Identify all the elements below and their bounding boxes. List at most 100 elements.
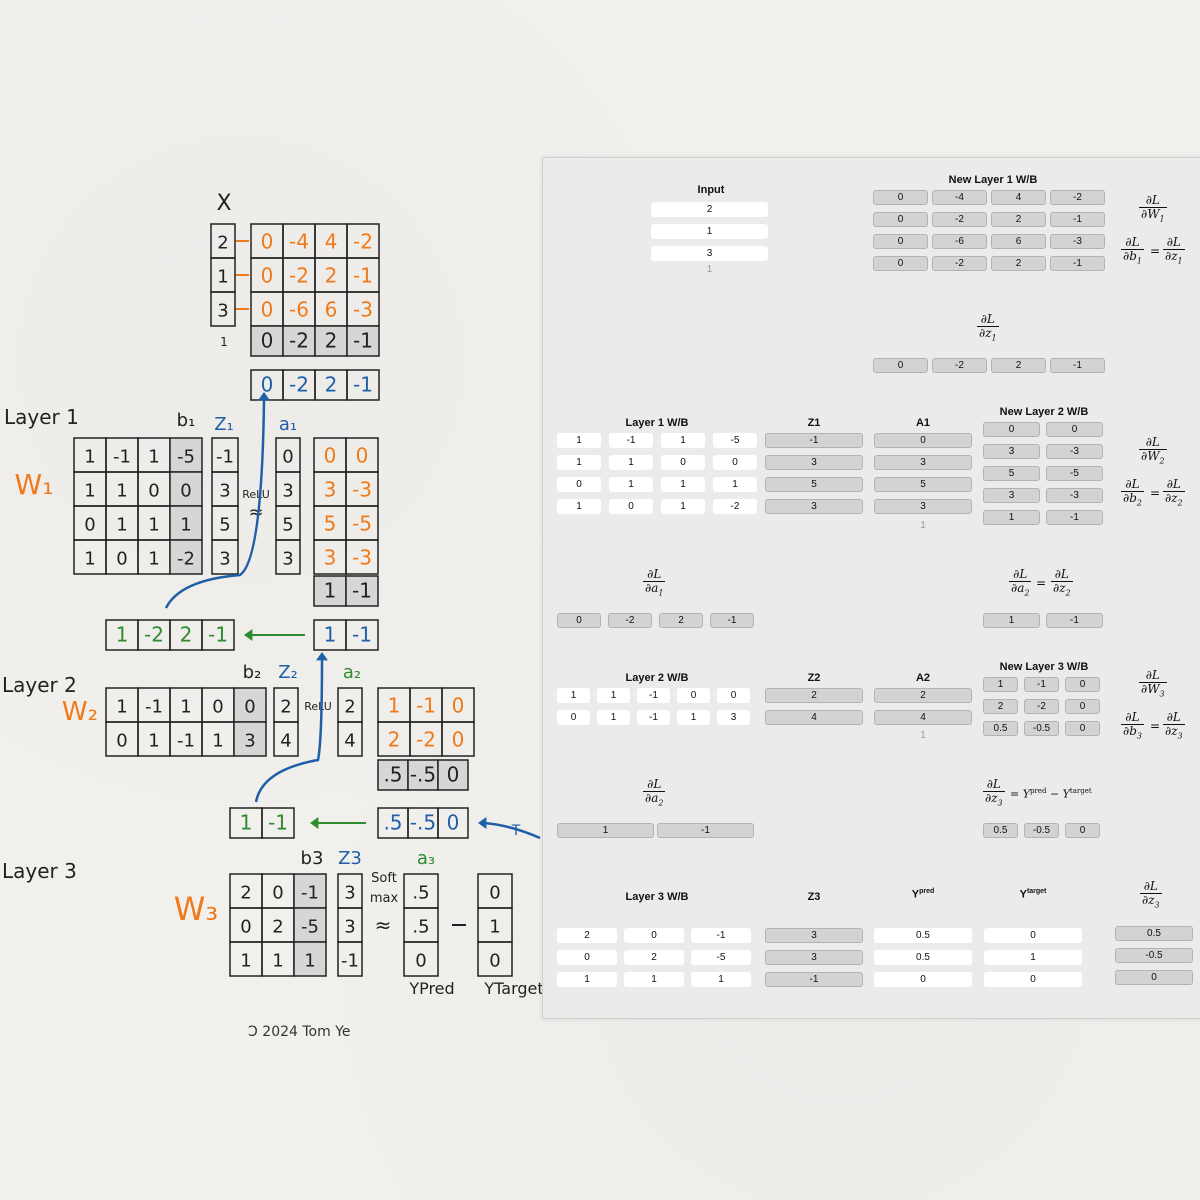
dL-dz1-label: ∂L ∂z1 [1163,235,1185,266]
new-w1-cell: 6 [991,234,1046,249]
W2-value: -1 [177,730,195,751]
w1-cell[interactable]: 1 [713,477,757,492]
dLda1-value: 1 [116,623,129,647]
bias-one: 1 [220,335,228,349]
w3-cell[interactable]: 0 [557,950,617,965]
W1-value: 1 [180,514,191,535]
w2-cell[interactable]: 0 [677,688,710,703]
dz1-cell: -2 [932,358,987,373]
W1-value: 0 [116,548,127,569]
spacer-top: 1 [404,223,417,247]
A3-value: .5 [412,882,429,903]
new-w3-cell: -0.5 [1024,721,1059,736]
W1-value: 1 [148,446,159,467]
new-w2-cell: 3 [983,488,1040,503]
W3-value: -5 [301,916,319,937]
w3-cell[interactable]: 0 [624,928,684,943]
new-w3-cell: 2 [983,699,1018,714]
dLdW1-value: 6 [325,297,338,321]
new-w1-cell: 0 [873,256,928,271]
z3-cell: -1 [765,972,863,987]
w2-cell[interactable]: 0 [717,688,750,703]
w2-cell[interactable]: -1 [637,710,670,725]
new-w3-cell: 0.5 [983,721,1018,736]
z3-label: Z3 [338,848,362,869]
ypred-cell[interactable]: 0.5 [874,950,972,965]
new-w3-cell: 0 [1065,699,1100,714]
dz3-cell: 0 [1065,823,1100,838]
w1-cell[interactable]: 1 [609,477,653,492]
w3-cell[interactable]: 1 [557,972,617,987]
input-title: Input [697,184,725,196]
w1-cell[interactable]: 1 [557,455,601,470]
dz3-grad-cell: 0 [1115,970,1193,985]
w1-cell[interactable]: 0 [713,455,757,470]
ypred-cell[interactable]: 0 [874,972,972,987]
input-cell[interactable]: 3 [651,246,768,261]
w1-cell[interactable]: 0 [557,477,601,492]
w3-cell[interactable]: 1 [691,972,751,987]
layer3-label: Layer 3 [2,859,77,883]
w1-cell[interactable]: 1 [609,455,653,470]
dL-da2-label: ∂L ∂a2 [643,777,666,808]
ytarget-cell[interactable]: 0 [984,928,1082,943]
w1-cell[interactable]: 1 [557,499,601,514]
w1-cell[interactable]: 0 [661,455,705,470]
input-cell[interactable]: 1 [651,224,768,239]
w1-cell[interactable]: 1 [661,433,705,448]
ytarget-cell[interactable]: 1 [984,950,1082,965]
w2-cell[interactable]: 3 [717,710,750,725]
w2-cell[interactable]: 1 [677,710,710,725]
w2-cell[interactable]: -1 [637,688,670,703]
dLdW2-value: 3 [324,477,337,501]
w2-cell[interactable]: 0 [557,710,590,725]
ypred-cell[interactable]: 0.5 [874,928,972,943]
dLdz3-cell [437,807,469,839]
w3-cell[interactable]: 2 [624,950,684,965]
w3-cell[interactable]: 1 [624,972,684,987]
w1-cell[interactable]: 1 [661,477,705,492]
new-w1-cell: -1 [1050,212,1105,227]
new-w3-cell: -2 [1024,699,1059,714]
w1-cell[interactable]: 1 [557,433,601,448]
w2-cell[interactable]: 1 [557,688,590,703]
z1-cell: 3 [765,455,863,470]
new-w2-cell: 5 [983,466,1040,481]
w2-cell[interactable]: 1 [597,688,630,703]
w3-cell[interactable]: -5 [691,950,751,965]
equals-sign: = [1150,486,1161,500]
z1-cell: -1 [765,433,863,448]
w1-cell[interactable]: 0 [609,499,653,514]
w2-cell[interactable]: 1 [597,710,630,725]
w3-cell[interactable]: -1 [691,928,751,943]
w1-cell[interactable]: -1 [609,433,653,448]
dLdz1-value: 2 [325,373,338,397]
da2-right-cell: 1 [983,613,1040,628]
W1-value: 0 [180,480,191,501]
dz1-cell: -1 [1050,358,1105,373]
a3-label: a₃ [417,848,435,869]
w1-cell[interactable]: 1 [661,499,705,514]
ytarget-label: YTarget [483,979,543,998]
dL-dz3-col-label: ∂L ∂z3 [1140,879,1162,910]
copyright-notice: Ↄ 2024 Tom Ye [248,1024,351,1040]
z1-cell: 5 [765,477,863,492]
dLdW2-cell [345,539,379,575]
input-cell[interactable]: 2 [651,202,768,217]
z3-cell: 3 [765,950,863,965]
Z3-value: -1 [341,950,359,971]
arrow-head [244,629,253,641]
dLdb3-value: .5 [383,763,402,787]
dLdz2-value: 1 [324,623,337,647]
w1-label: W₁ [15,468,54,501]
Ytarget-value: 0 [489,882,500,903]
layer1-title: Layer 1 W/B [625,417,689,429]
w1-cell[interactable]: -2 [713,499,757,514]
dLdW1-value: -3 [353,297,373,321]
softmax-1: Soft [371,871,397,886]
W3-value: 0 [240,916,251,937]
w3-cell[interactable]: 2 [557,928,617,943]
ytarget-cell[interactable]: 0 [984,972,1082,987]
w1-cell[interactable]: -5 [713,433,757,448]
layer1-label: Layer 1 [4,405,79,429]
